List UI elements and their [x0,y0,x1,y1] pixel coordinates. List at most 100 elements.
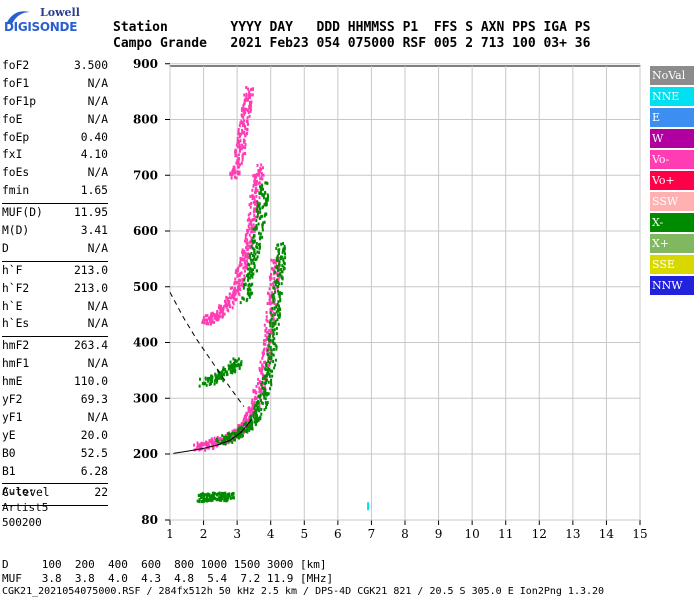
echo-point-second-hop [254,187,257,191]
param-row-b1: B1 6.28 [2,465,108,483]
echo-point-third-hop [231,169,234,173]
echo-point-x-trace [255,416,258,420]
echo-point-third-hop [237,161,240,165]
echo-point-x-second-hop [267,195,270,199]
echo-point-low-trace [208,496,211,500]
echo-point-x-second-hop [258,202,261,206]
echo-point-second-hop [260,176,263,180]
echo-point-main-f2-trace [269,278,272,282]
echo-point-third-hop [241,130,244,134]
echo-point-third-hop [250,100,253,104]
echo-point-second-hop [249,211,252,215]
echo-point-main-f2-trace [273,302,276,306]
param-value: 3.500 [73,59,108,72]
echo-point-x-trace [271,328,274,332]
echo-point-x-trace [259,417,262,421]
echo-point-second-hop [245,241,248,245]
echo-point-second-hop [213,312,216,316]
echo-point-third-hop [246,108,249,112]
echo-point-x-trace [280,255,283,259]
echo-point-x-trace [271,321,274,325]
echo-point-x-second-hop [261,225,264,229]
echo-point-x-second-hop [264,213,267,217]
echo-point-third-hop [242,145,245,149]
echo-point-x-trace [253,406,256,410]
echo-point-main-f2-trace [278,256,281,260]
echo-point-x-trace [253,417,256,421]
echo-point-x-trace [266,369,269,373]
echo-point-x-trace [278,259,281,263]
echo-point-third-hop [237,130,240,134]
echo-point-main-f2-trace [264,338,267,342]
echo-point-third-hop [240,147,243,151]
echo-point-x-trace [257,394,260,398]
param-value: N/A [87,317,108,331]
echo-point-main-f2-trace [207,441,210,445]
echo-point-second-hop [257,181,260,185]
echo-point-third-hop [246,97,249,101]
echo-point-es-trace [224,367,227,371]
echo-point-third-hop [239,139,242,143]
echo-point-x-trace [229,435,232,439]
echo-point-x-trace [261,380,264,384]
echo-point-es-trace [216,375,219,379]
echo-point-second-hop [241,257,244,261]
echo-point-x-trace [226,436,229,440]
echo-point-third-hop [248,104,251,108]
echo-point-third-hop [241,114,244,118]
echo-point-second-hop [211,318,214,322]
echo-point-main-f2-trace [268,287,271,291]
echo-point-x-trace [277,289,280,293]
echo-point-third-hop [233,166,236,170]
echo-point-main-f2-trace [204,448,207,452]
echo-point-low-trace [212,494,215,498]
echo-point-x-trace [242,423,245,427]
echo-point-es-trace [231,363,234,367]
echo-point-third-hop [236,162,239,166]
echo-point-second-hop [252,210,255,214]
echo-point-x-trace [277,250,280,254]
auto-version: 500200 [2,516,42,529]
echo-point-main-f2-trace [271,315,274,319]
echo-point-x-second-hop [266,197,269,201]
echo-point-second-hop [255,194,258,198]
param-row-fof2: foF2 3.500 [2,59,108,77]
echo-point-x-second-hop [244,282,247,286]
echo-point-second-hop [242,257,245,261]
echo-point-second-hop [238,282,241,286]
param-value: 1.65 [80,184,108,198]
param-value: 3.41 [80,224,108,238]
echo-point-third-hop [250,87,253,91]
param-name: fmin [2,184,30,198]
echo-point-second-hop [231,295,234,299]
echo-point-x-second-hop [243,278,246,282]
echo-point-third-hop [230,173,233,177]
echo-point-second-hop [253,175,256,179]
echo-point-third-hop [234,148,237,152]
echo-point-third-hop [244,111,247,115]
echo-point-second-hop [260,171,263,175]
echo-point-es-trace [220,373,223,377]
echo-point-x-trace [263,387,266,391]
param-row-d: D N/A [2,242,108,260]
echo-point-x-trace [260,401,263,405]
echo-point-second-hop [253,218,256,222]
echo-point-main-f2-trace [237,424,240,428]
echo-point-third-hop [241,128,244,132]
echo-point-es-trace [232,368,235,372]
echo-point-main-f2-trace [255,390,258,394]
param-row-fxi: fxI 4.10 [2,148,108,166]
param-divider [2,260,108,262]
echo-point-x-second-hop [248,272,251,276]
echo-point-second-hop [209,322,212,326]
echo-point-second-hop [236,269,239,273]
echo-point-es-trace [233,360,236,364]
echo-point-third-hop [237,145,240,149]
echo-point-x-trace [268,332,271,336]
echo-point-main-f2-trace [210,437,213,441]
echo-point-x-trace [276,308,279,312]
echo-point-x-second-hop [252,257,255,261]
echo-point-x-second-hop [251,282,254,286]
echo-point-main-f2-trace [269,283,272,287]
echo-point-es-trace [240,363,243,367]
